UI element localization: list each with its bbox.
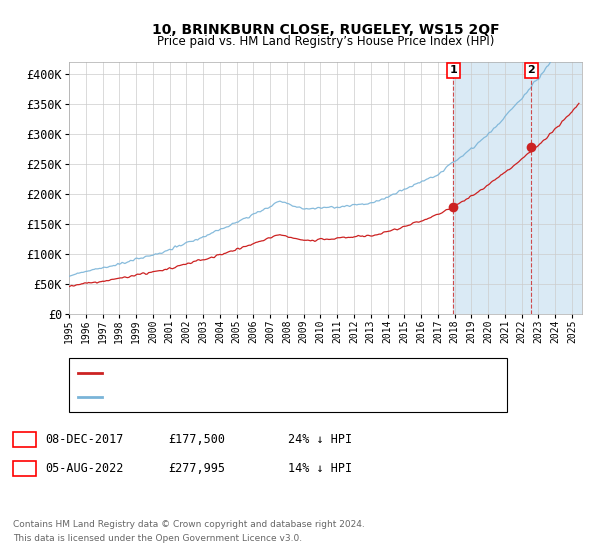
Text: 05-AUG-2022: 05-AUG-2022	[45, 462, 124, 475]
Text: 10, BRINKBURN CLOSE, RUGELEY, WS15 2QF (detached house): 10, BRINKBURN CLOSE, RUGELEY, WS15 2QF (…	[106, 368, 434, 379]
Text: 2: 2	[20, 462, 29, 475]
Bar	[453, 62, 587, 314]
Text: Price paid vs. HM Land Registry’s House Price Index (HPI): Price paid vs. HM Land Registry’s House …	[157, 35, 494, 48]
Text: This data is licensed under the Open Government Licence v3.0.: This data is licensed under the Open Gov…	[13, 534, 302, 543]
Text: 2: 2	[527, 66, 535, 76]
Title: 10, BRINKBURN CLOSE, RUGELEY, WS15 2QF: 10, BRINKBURN CLOSE, RUGELEY, WS15 2QF	[152, 23, 499, 37]
Text: £177,500: £177,500	[168, 433, 225, 446]
Text: £277,995: £277,995	[168, 462, 225, 475]
Text: 1: 1	[449, 66, 457, 76]
Text: 08-DEC-2017: 08-DEC-2017	[45, 433, 124, 446]
Text: 24% ↓ HPI: 24% ↓ HPI	[288, 433, 352, 446]
Text: 1: 1	[20, 433, 29, 446]
Text: 14% ↓ HPI: 14% ↓ HPI	[288, 462, 352, 475]
Text: HPI: Average price, detached house, Cannock Chase: HPI: Average price, detached house, Cann…	[106, 391, 380, 402]
Text: Contains HM Land Registry data © Crown copyright and database right 2024.: Contains HM Land Registry data © Crown c…	[13, 520, 365, 529]
